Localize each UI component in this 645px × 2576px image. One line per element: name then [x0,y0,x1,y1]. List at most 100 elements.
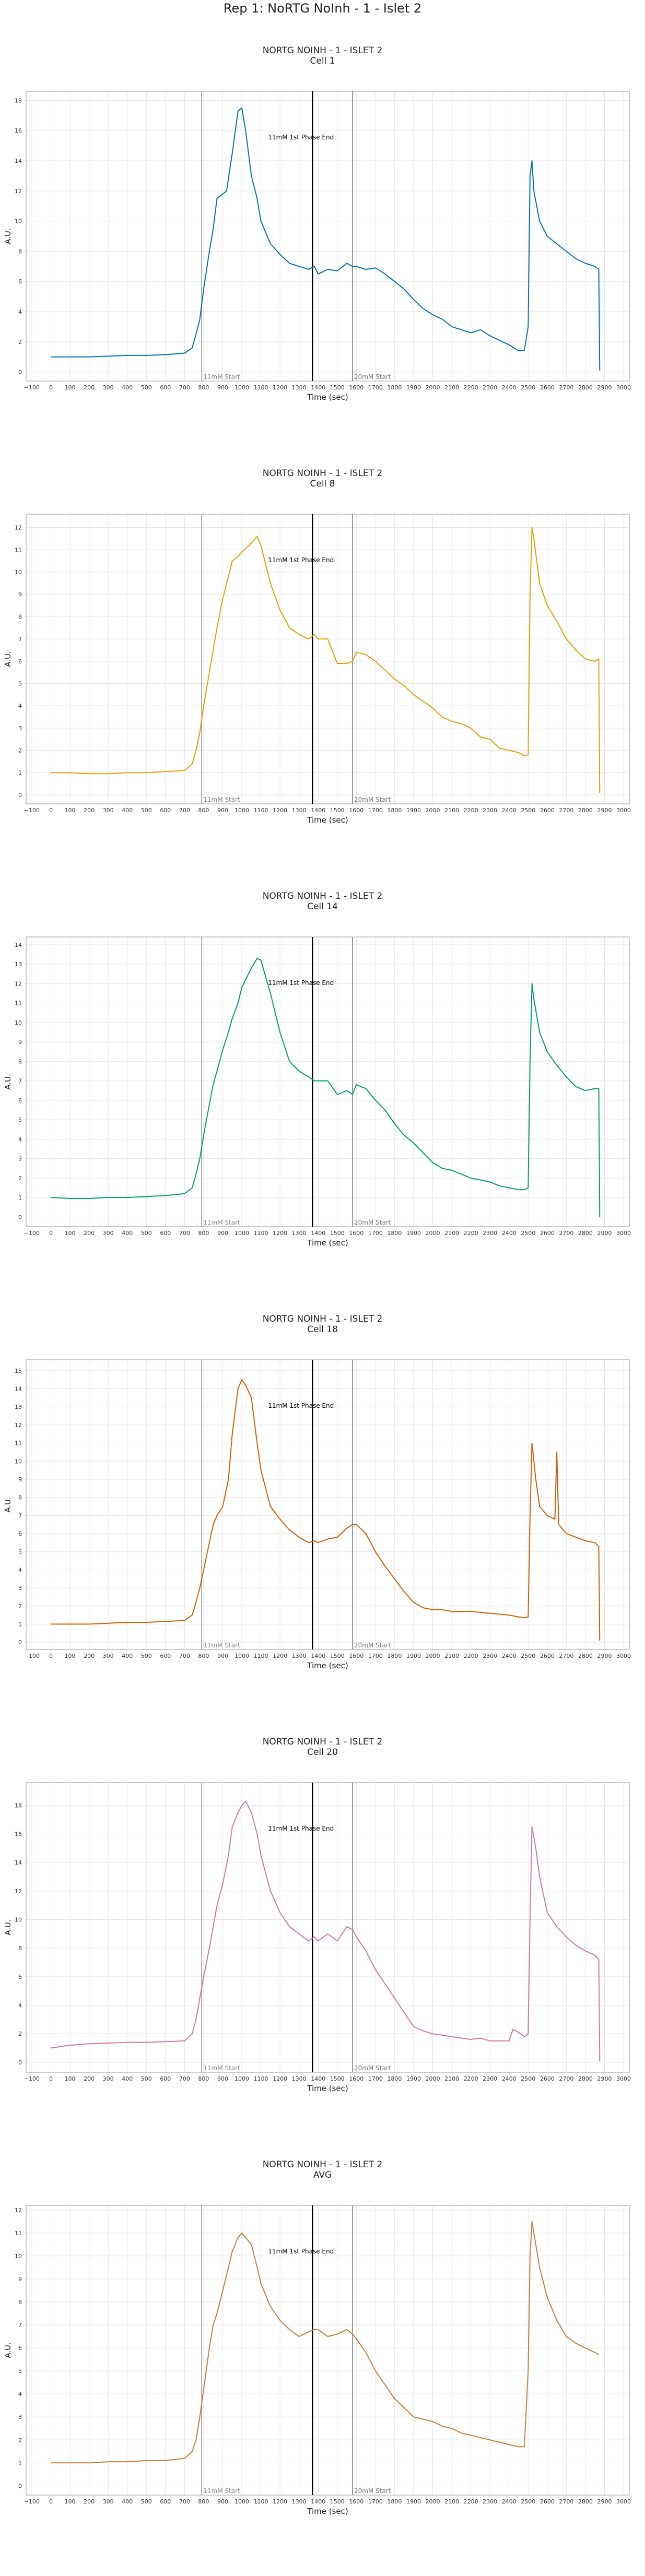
y-tick-label: 7 [18,636,22,643]
x-tick-label: 2600 [540,1653,555,1659]
x-tick-label: 2300 [483,384,497,391]
x-tick-label: 1200 [273,384,287,391]
y-tick-label: 4 [18,1136,22,1143]
x-tick-label: 1200 [273,807,287,814]
data-point [308,1542,309,1543]
chart-subtitle: Cell 1 [310,56,335,66]
x-tick-label: 2200 [464,1230,478,1237]
y-tick-label: 12 [15,980,22,987]
x-tick-label: 300 [103,1230,114,1237]
x-axis-label: Time (sec) [307,815,348,825]
y-tick-label: 4 [18,308,22,315]
x-tick-label: 600 [160,1653,171,1659]
x-tick-label: 2500 [521,2498,535,2505]
x-tick-label: 2400 [502,1230,517,1237]
x-tick-label: 300 [103,2498,114,2505]
data-point [289,263,290,264]
data-point [394,1123,395,1124]
data-point [203,2389,204,2390]
chart-title: NORTG NOINH - 1 - ISLET 2 [262,468,383,479]
x-tick-label: 800 [198,807,209,814]
x-tick-label: 100 [65,1230,76,1237]
data-point [527,326,529,327]
chart-subtitle: AVG [313,2170,332,2180]
marker-label: 20mM Start [354,373,391,381]
chart-panel: NORTG NOINH - 1 - ISLET 2 AVG −100 0 100 200 3… [0,2158,645,2576]
x-tick-label: 2100 [444,1653,459,1659]
data-point [241,987,242,988]
x-tick-label: 3000 [616,384,631,391]
x-tick-label: 2600 [540,807,555,814]
x-tick-label: 1400 [311,384,325,391]
x-tick-label: 0 [49,384,53,391]
y-tick-label: 14 [15,1386,22,1393]
x-tick-label: 1700 [368,1230,383,1237]
x-tick-label: 2100 [444,807,459,814]
y-tick-label: 3 [18,1156,22,1162]
y-tick-label: 12 [15,1422,22,1429]
data-point [69,2045,71,2046]
chart-svg: −100 0 100 200 300 400 500 600 700 800 900 1000 1100… [3,936,631,1248]
x-tick-label: 2200 [464,1653,478,1659]
x-tick-label: 2300 [483,2075,497,2082]
y-tick-label: 0 [18,1214,22,1220]
x-tick-label: 500 [141,384,152,391]
x-tick-label: 1500 [330,807,345,814]
x-tick-label: 600 [160,807,171,814]
data-point [241,1805,242,1806]
x-tick-label: 2500 [521,1653,535,1659]
x-tick-label: 1300 [292,1230,307,1237]
data-point [432,1162,433,1163]
y-tick-label: 4 [18,703,22,709]
x-tick-label: 600 [160,1230,171,1237]
x-tick-label: 2800 [578,1230,593,1237]
x-tick-label: 1300 [292,2498,307,2505]
chart-title: NORTG NOINH - 1 - ISLET 2 [262,1314,383,1324]
x-tick-label: 900 [217,1230,228,1237]
x-tick-label: 100 [65,2498,76,2505]
x-tick-label: 1700 [368,2075,383,2082]
x-tick-label: 1300 [292,1653,307,1659]
chart-svg: −100 0 100 200 300 400 500 600 700 800 900 1000 1100… [3,2205,631,2516]
x-tick-label: 1900 [406,2075,421,2082]
data-point [146,2042,147,2043]
y-tick-label: 0 [18,792,22,799]
data-point [251,2244,252,2245]
y-tick-label: 6 [18,658,22,665]
y-tick-label: 11 [15,2230,22,2237]
data-point [394,1578,395,1580]
data-point [518,2032,519,2033]
x-tick-label: 500 [141,1230,152,1237]
x-tick-label: 600 [160,2498,171,2505]
y-tick-label: 6 [18,2345,22,2352]
series-line [51,958,601,1217]
data-point [165,354,166,355]
x-tick-label: 2700 [559,2498,573,2505]
x-tick-label: 1100 [254,1653,268,1659]
data-point [228,576,229,577]
chart-panel: NORTG NOINH - 1 - ISLET 2 Cell 1 −100 0 100 2… [0,44,645,462]
data-point [228,1855,229,1856]
y-tick-label: 4 [18,1566,22,1573]
marker-label: 11mM Start [203,2064,240,2072]
x-tick-label: 600 [160,384,171,391]
data-point [327,269,329,270]
y-tick-label: 7 [18,2322,22,2329]
x-tick-label: 200 [84,1653,95,1659]
y-tick-label: 13 [15,1404,22,1410]
data-point [289,627,290,628]
marker-label: 11mM 1st Phase End [268,556,334,564]
marker-label: 11mM Start [203,1219,240,1226]
x-tick-label: 1000 [234,2075,249,2082]
y-axis-label: A.U. [3,651,13,667]
x-tick-label: 800 [198,384,209,391]
data-point [318,2329,319,2330]
x-tick-label: 800 [198,1653,209,1659]
y-tick-label: 4 [18,2002,22,2009]
chart-subtitle: Cell 20 [307,1747,338,1758]
x-tick-label: 1800 [387,1653,402,1659]
data-point [108,355,109,357]
x-tick-label: 1900 [406,807,421,814]
data-point [566,251,567,252]
x-tick-label: 800 [198,2075,209,2082]
